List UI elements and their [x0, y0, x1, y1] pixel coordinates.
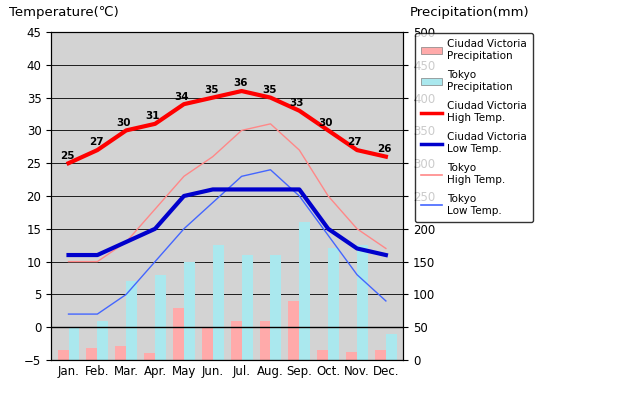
- Bar: [242, 255, 253, 360]
- Bar: [115, 346, 126, 360]
- Bar: [386, 334, 397, 360]
- Legend: Ciudad Victoria
Precipitation, Tokyo
Precipitation, Ciudad Victoria
High Temp., : Ciudad Victoria Precipitation, Tokyo Pre…: [415, 33, 533, 222]
- Bar: [328, 248, 339, 360]
- Text: 35: 35: [262, 85, 276, 95]
- Text: 26: 26: [377, 144, 392, 154]
- Bar: [300, 222, 310, 360]
- Bar: [184, 262, 195, 360]
- Bar: [357, 245, 368, 360]
- Bar: [173, 308, 184, 360]
- Text: 33: 33: [289, 98, 304, 108]
- Bar: [212, 245, 224, 360]
- Text: Temperature(℃): Temperature(℃): [9, 6, 118, 19]
- Text: 30: 30: [318, 118, 333, 128]
- Bar: [58, 350, 68, 360]
- Bar: [144, 354, 155, 360]
- Bar: [375, 350, 386, 360]
- Text: 30: 30: [116, 118, 131, 128]
- Bar: [346, 352, 357, 360]
- Bar: [155, 275, 166, 360]
- Bar: [86, 348, 97, 360]
- Text: 31: 31: [145, 111, 159, 121]
- Bar: [126, 281, 137, 360]
- Bar: [230, 321, 242, 360]
- Bar: [289, 301, 300, 360]
- Text: Precipitation(mm): Precipitation(mm): [410, 6, 530, 19]
- Text: 25: 25: [60, 151, 74, 161]
- Bar: [317, 350, 328, 360]
- Bar: [259, 321, 271, 360]
- Text: 27: 27: [347, 138, 362, 148]
- Bar: [202, 327, 212, 360]
- Text: 35: 35: [204, 85, 219, 95]
- Bar: [68, 327, 79, 360]
- Bar: [97, 321, 108, 360]
- Text: 36: 36: [233, 78, 248, 88]
- Text: 34: 34: [174, 92, 188, 102]
- Bar: [271, 255, 282, 360]
- Text: 27: 27: [89, 138, 103, 148]
